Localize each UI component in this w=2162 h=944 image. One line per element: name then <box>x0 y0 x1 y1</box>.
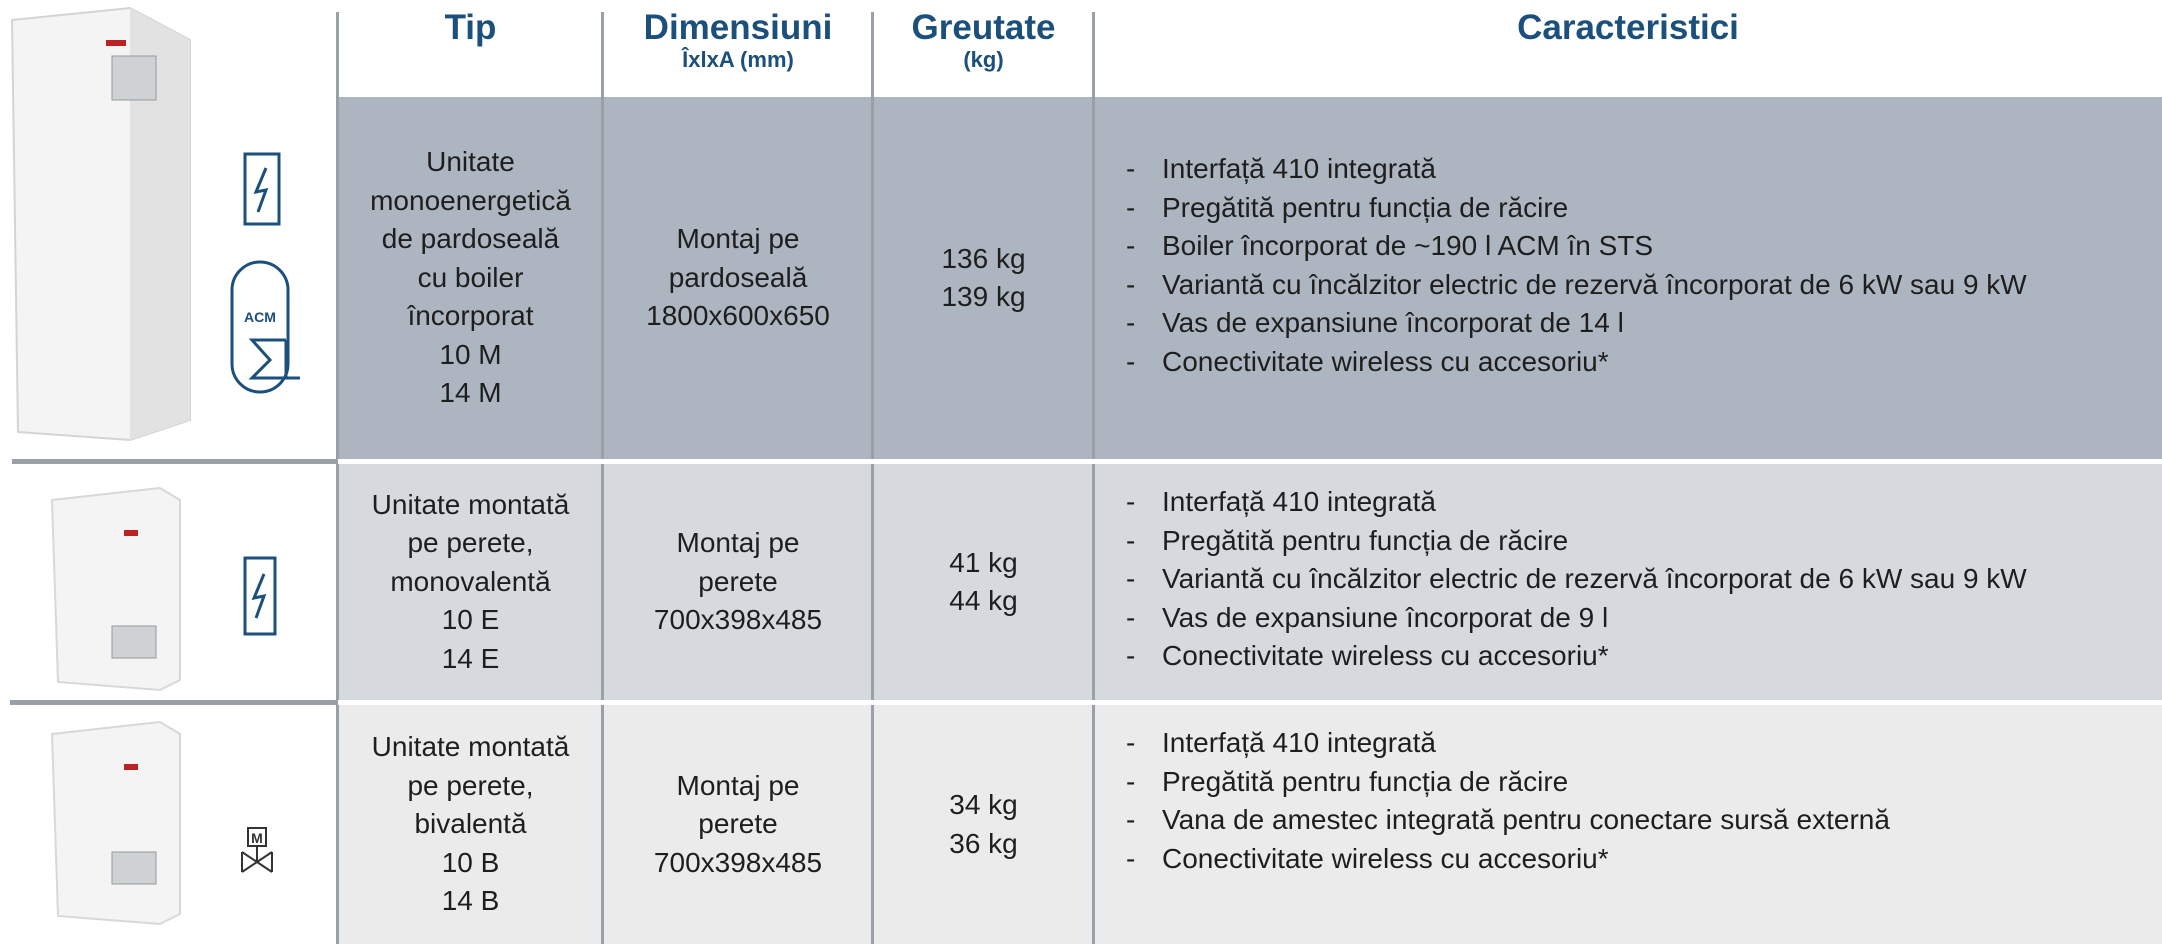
type-line: Unitate <box>426 146 515 178</box>
cell: Unitate montată pe perete, monovalentă 10 E… <box>338 464 603 700</box>
header-title: Greutate <box>911 8 1056 47</box>
weight: 139 kg <box>941 281 1026 312</box>
header-cell: Dimensiuni ÎxlxA (mm) <box>603 0 873 97</box>
cell: 34 kg 36 kg <box>873 705 1094 944</box>
header-cell: Greutate (kg) <box>873 0 1094 97</box>
features: Interfață 410 integratăPregătită pentru … <box>1124 724 2162 944</box>
type-line: 14 M <box>439 377 502 409</box>
dimension-line: Montaj pe <box>676 527 800 559</box>
header-title: Dimensiuni <box>643 8 833 47</box>
type-line: de pardoseală <box>381 223 560 255</box>
feature: Pregătită pentru funcția de răcire <box>1124 522 1568 561</box>
column-divider <box>336 12 339 944</box>
cell: Montaj pe perete 700x398x485 <box>603 705 873 944</box>
dimension-line: Montaj pe <box>676 223 800 255</box>
cell: Montaj pe perete 700x398x485 <box>603 464 873 700</box>
feature: Pregătită pentru funcția de răcire <box>1124 189 1568 228</box>
features: Interfață 410 integratăPregătită pentru … <box>1124 150 2162 459</box>
dimension-line: perete <box>698 808 778 840</box>
type-line: monoenergetică <box>370 184 571 216</box>
type-line: pe perete, <box>407 527 534 559</box>
column-divider <box>601 12 604 944</box>
dimension-line: 700x398x485 <box>653 604 823 636</box>
cell: Montaj pe pardoseală 1800x600x650 <box>603 97 873 459</box>
weight: 34 kg <box>949 789 1018 820</box>
dimension-line: Montaj pe <box>676 769 800 801</box>
type-line: 10 M <box>439 338 502 370</box>
type-line: cu boiler <box>417 261 524 293</box>
feature: Vas de expansiune încorporat de 14 l <box>1124 304 1624 343</box>
dimension-line: 700x398x485 <box>653 846 823 878</box>
column-divider <box>1092 12 1095 944</box>
feature: Vas de expansiune încorporat de 9 l <box>1124 599 1608 638</box>
type-line: Unitate montată <box>371 731 570 763</box>
header-title: Caracteristici <box>1517 8 1739 47</box>
icon-label: ACM <box>244 309 276 325</box>
dimension-line: perete <box>698 565 778 597</box>
type-line: bivalentă <box>414 808 527 840</box>
header-cell: Tip <box>338 0 603 97</box>
dimension-line: 1800x600x650 <box>646 300 830 332</box>
cell: 41 kg 44 kg <box>873 464 1094 700</box>
cell: Unitate montată pe perete, bivalentă 10 B 14… <box>338 705 603 944</box>
feature: Conectivitate wireless cu accesoriu* <box>1124 637 1609 676</box>
cell: Unitate monoenergetică de pardoseală cu boi… <box>338 97 603 459</box>
cell: 136 kg 139 kg <box>873 97 1094 459</box>
feature: Variantă cu încălzitor electric de rezer… <box>1124 266 2027 305</box>
type-line: încorporat <box>407 300 534 332</box>
weight: 136 kg <box>941 242 1026 274</box>
feature: Pregătită pentru funcția de răcire <box>1124 763 1568 802</box>
type-line: 14 B <box>441 885 500 917</box>
feature: Conectivitate wireless cu accesoriu* <box>1124 343 1609 382</box>
header-title: Tip <box>444 8 497 47</box>
feature: Variantă cu încălzitor electric de rezer… <box>1124 560 2027 599</box>
header-subtitle: (kg) <box>963 47 1004 72</box>
feature: Interfață 410 integrată <box>1124 724 1436 763</box>
header-cell: Caracteristici <box>1094 0 2162 97</box>
features: Interfață 410 integratăPregătită pentru … <box>1124 483 2162 700</box>
column-divider <box>871 12 874 944</box>
type-line: pe perete, <box>407 769 534 801</box>
icon-label: M <box>251 830 263 846</box>
row-divider <box>338 700 2162 705</box>
weight: 36 kg <box>949 827 1018 859</box>
type-line: 10 B <box>441 846 500 878</box>
weight: 41 kg <box>949 546 1018 578</box>
header-subtitle: ÎxlxA (mm) <box>682 47 794 72</box>
type-line: Unitate montată <box>371 488 570 520</box>
type-line: 14 E <box>441 642 500 674</box>
feature: Boiler încorporat de ~190 l ACM în STS <box>1124 227 1653 266</box>
dimension-line: pardoseală <box>668 261 808 293</box>
feature: Vana de amestec integrată pentru conecta… <box>1124 801 1890 840</box>
type-line: monovalentă <box>390 565 551 597</box>
feature: Interfață 410 integrată <box>1124 483 1436 522</box>
row-divider <box>338 459 2162 464</box>
weight: 44 kg <box>949 585 1018 616</box>
feature: Interfață 410 integrată <box>1124 150 1436 189</box>
product-images: ACM M <box>10 6 338 926</box>
type-line: 10 E <box>441 604 500 636</box>
feature: Conectivitate wireless cu accesoriu* <box>1124 840 1609 879</box>
